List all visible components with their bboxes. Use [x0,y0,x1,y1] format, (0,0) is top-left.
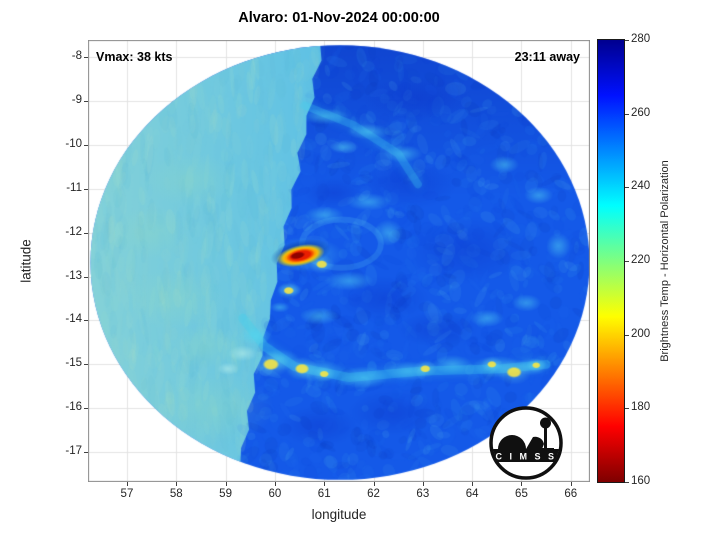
y-tick-label: -17 [65,445,82,458]
satellite-dish-icon [526,436,544,449]
radome-icon [498,435,526,449]
y-axis-label: latitude [18,239,34,283]
colorbar-tick-label: 220 [631,254,651,266]
colorbar-tick-mark [625,40,629,41]
y-tick-mark [84,364,88,366]
x-tick-label: 57 [120,488,134,500]
y-tick-label: -8 [71,50,82,63]
antenna-ball-icon [540,417,551,429]
y-tick-mark [84,57,88,59]
y-tick-mark [84,452,88,454]
x-tick-label: 65 [515,488,528,500]
colorbar-tick-mark [625,187,629,189]
cimss-logo: C I M S S [489,406,563,480]
y-tick-label: -9 [71,94,82,106]
y-tick-mark [84,188,88,190]
x-tick-mark [126,482,128,486]
colorbar [597,39,625,483]
colorbar-tick-mark [625,261,629,262]
logo-band [492,449,560,462]
colorbar-tick-label: 240 [631,180,651,193]
x-tick-label: 60 [268,488,282,500]
x-tick-mark [422,482,424,486]
x-tick-label: 61 [317,488,331,500]
vmax-annotation: Vmax: 38 kts [96,50,173,64]
x-tick-label: 62 [367,488,380,500]
x-tick-mark [324,482,326,486]
time-away-annotation: 23:11 away [514,50,580,64]
colorbar-tick-label: 280 [631,33,651,45]
x-tick-label: 59 [219,488,232,500]
colorbar-tick-label: 180 [631,401,651,414]
satellite-image-canvas [88,40,590,482]
y-tick-label: -12 [65,225,82,238]
colorbar-tick-mark [625,408,629,410]
y-tick-mark [84,144,88,146]
colorbar-tick-label: 200 [631,327,651,340]
x-axis-label: longitude [311,507,367,522]
y-tick-label: -13 [65,269,82,282]
colorbar-gradient-canvas [598,40,624,482]
x-tick-mark [274,482,276,486]
x-tick-mark [225,482,227,486]
colorbar-tick-label: 260 [631,106,651,119]
x-tick-label: 63 [416,488,430,500]
y-tick-label: -16 [65,401,82,414]
x-tick-mark [472,482,474,486]
colorbar-tick-mark [625,482,629,483]
chart-title: Alvaro: 01-Nov-2024 00:00:00 [238,10,440,26]
x-tick-mark [521,482,523,486]
x-tick-label: 64 [465,488,479,500]
y-tick-label: -10 [65,137,82,150]
y-tick-mark [84,320,88,322]
plot-area: Vmax: 38 kts 23:11 away C I M S S [88,40,590,482]
colorbar-tick-mark [625,113,629,115]
x-tick-label: 66 [564,488,578,500]
antenna-tower-icon [544,428,547,449]
logo-band-text: C I M S S [495,452,556,462]
x-tick-mark [373,482,375,486]
y-tick-mark [84,408,88,410]
x-tick-mark [570,482,572,486]
y-tick-mark [84,276,88,278]
y-tick-mark [84,232,88,234]
x-tick-label: 58 [169,488,183,500]
x-tick-mark [176,482,178,486]
y-tick-label: -14 [65,313,82,326]
colorbar-tick-mark [625,334,629,336]
y-tick-mark [84,101,88,102]
colorbar-tick-label: 160 [631,475,651,487]
y-tick-label: -15 [65,357,82,370]
y-tick-label: -11 [66,181,82,194]
